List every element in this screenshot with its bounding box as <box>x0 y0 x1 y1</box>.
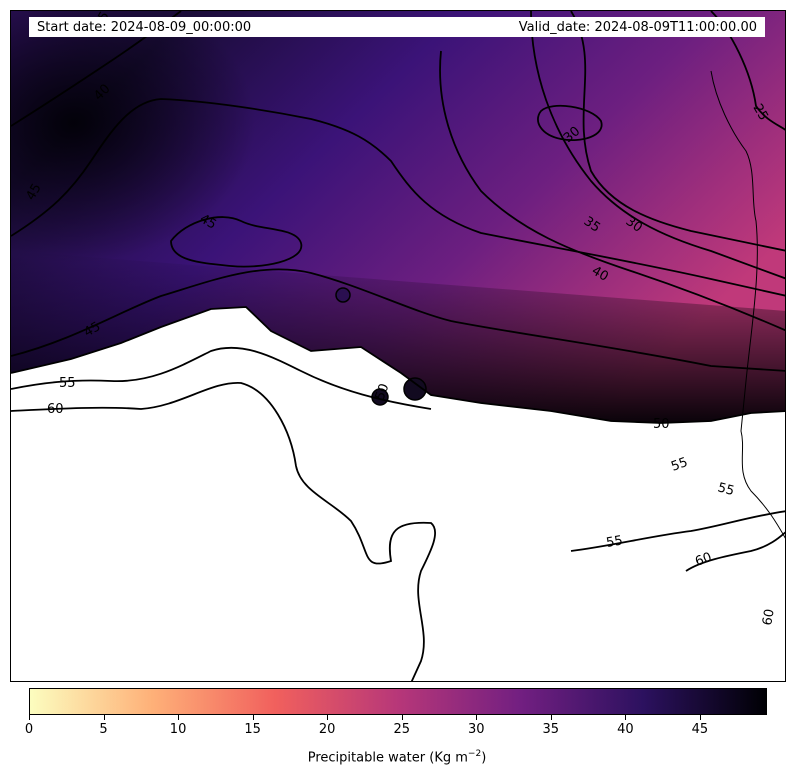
contour-label-group: 25 30 30 35 35 40 40 45 45 45 50 50 55 5… <box>23 11 777 627</box>
colorbar-tick-label: 20 <box>318 722 336 737</box>
contour-label-55b: 55 <box>669 455 690 475</box>
contour-label-40b: 40 <box>589 263 611 284</box>
contour-45-west <box>11 98 785 297</box>
map-panel: 25 30 30 35 35 40 40 45 45 45 50 50 55 5… <box>10 10 786 682</box>
contour-label-55c: 55 <box>716 480 736 499</box>
colorbar-label: Precipitable water (Kg m−2) <box>0 749 794 765</box>
contour-50-edge <box>11 306 785 424</box>
colorbar-tick <box>476 715 478 720</box>
start-date-label: Start date: 2024-08-09_00:00:00 <box>37 19 252 35</box>
colorbar-label-suffix: ) <box>481 750 487 766</box>
contour-60 <box>11 382 436 681</box>
valid-date-label: Valid_date: 2024-08-09T11:00:00.00 <box>518 19 757 35</box>
contour-label-50b: 50 <box>373 382 393 403</box>
contour-label-60a: 60 <box>47 402 64 417</box>
contour-lines <box>11 11 785 681</box>
contour-label-55d: 55 <box>605 533 624 551</box>
colorbar-tick-label: 45 <box>691 722 709 737</box>
dark-blob-1 <box>403 377 427 401</box>
colorbar-tick <box>178 715 180 720</box>
colorbar-tick <box>327 715 329 720</box>
contour-45-loop <box>170 216 302 268</box>
contour-label-55a: 55 <box>59 376 76 391</box>
contour-35 <box>530 11 785 280</box>
contour-label-60c: 60 <box>760 608 778 627</box>
colorbar-tick-label: 30 <box>467 722 485 737</box>
contour-label-25: 25 <box>750 102 771 124</box>
colorbar-tick-label: 0 <box>24 722 34 737</box>
colorbar-tick <box>252 715 254 720</box>
precipitable-water-map: 25 30 30 35 35 40 40 45 45 45 50 50 55 5… <box>11 11 785 681</box>
moisture-south-edge <box>11 251 785 423</box>
colorbar-tick-label: 10 <box>169 722 187 737</box>
contour-55 <box>11 346 432 410</box>
colorbar-tick <box>550 715 552 720</box>
colorbar-tick-label: 25 <box>393 722 410 737</box>
contour-label-45a: 45 <box>23 181 44 203</box>
colorbar-tick-label: 5 <box>99 722 108 737</box>
contour-30-loop <box>537 104 603 141</box>
contour-45 <box>11 268 785 372</box>
contour-30 <box>570 11 785 252</box>
colorbar-tick <box>401 715 403 720</box>
coastline-east <box>710 70 785 539</box>
contour-label-45c: 45 <box>82 319 104 340</box>
colorbar-tick <box>699 715 701 720</box>
colorbar-tick <box>625 715 627 720</box>
colorbar-tick <box>103 715 105 720</box>
colorbar-label-exponent: −2 <box>467 749 482 759</box>
contour-60-east <box>685 531 785 572</box>
colorbar-tick-label: 15 <box>244 722 261 737</box>
colorbar-tick-label: 35 <box>542 722 560 737</box>
colorbar-label-text: Precipitable water (Kg m <box>307 750 468 766</box>
contour-label-60b: 60 <box>693 550 714 570</box>
contour-label-50a: 50 <box>653 417 670 432</box>
colorbar <box>29 688 767 715</box>
contour-label-45b: 45 <box>197 211 219 232</box>
date-info-bar: Start date: 2024-08-09_00:00:00 Valid_da… <box>29 17 765 37</box>
colorbar-tick-label: 40 <box>617 722 634 737</box>
dark-blob-3 <box>335 287 351 303</box>
contour-55-east <box>570 510 785 552</box>
contour-40-east <box>439 50 785 332</box>
colorbar-tick <box>29 715 30 720</box>
